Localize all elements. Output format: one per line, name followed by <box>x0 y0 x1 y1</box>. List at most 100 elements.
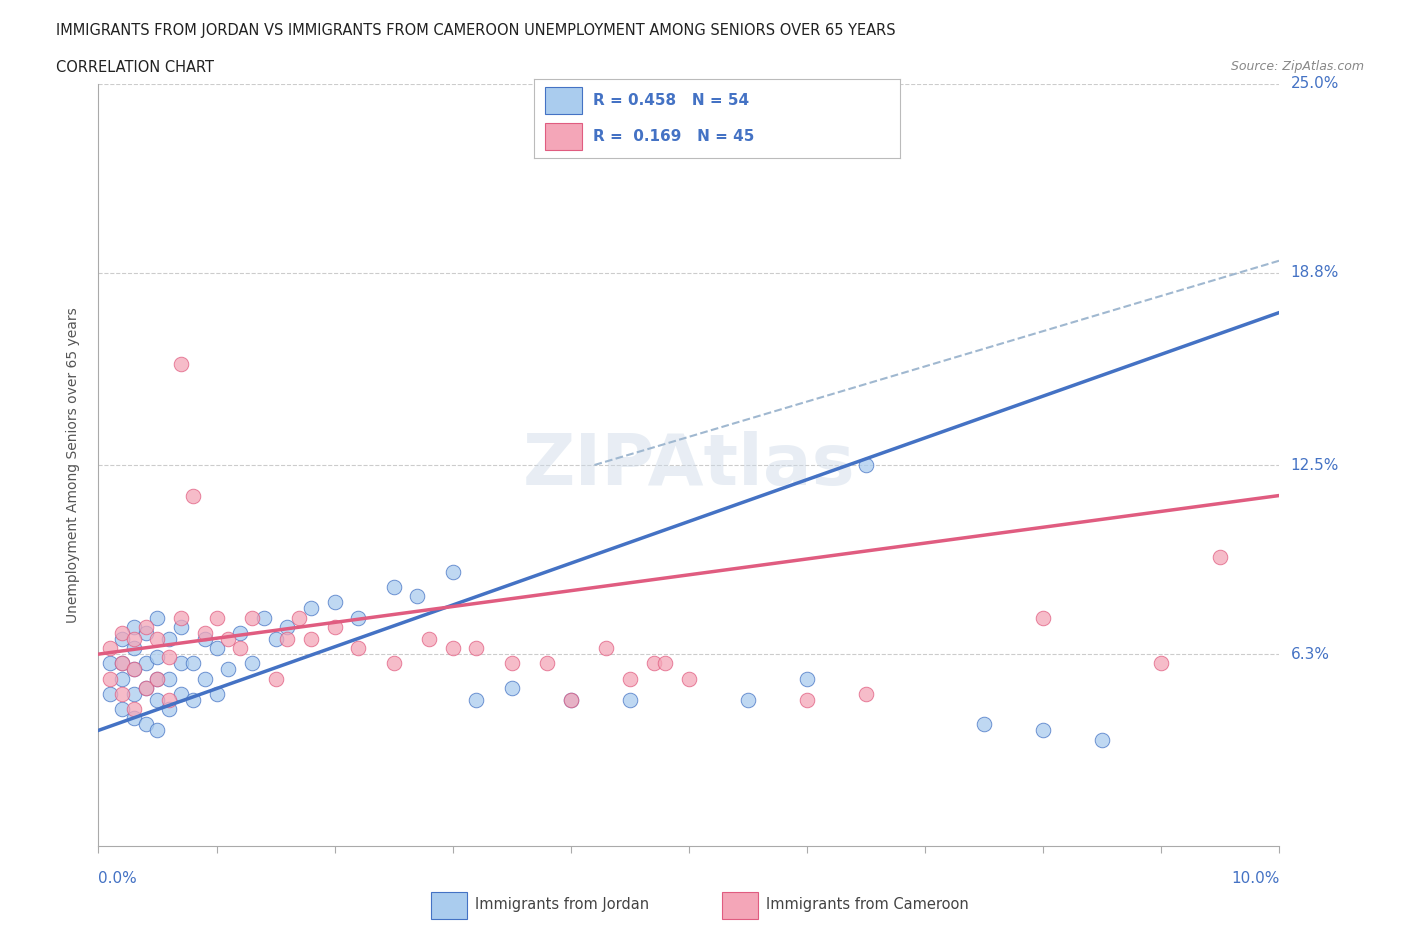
Point <box>240 656 263 671</box>
Text: 18.8%: 18.8% <box>1291 265 1339 280</box>
Point <box>205 641 228 656</box>
Point <box>181 488 204 503</box>
Point <box>465 693 488 708</box>
Point <box>146 650 169 665</box>
Text: R = 0.458   N = 54: R = 0.458 N = 54 <box>593 93 749 108</box>
Point <box>240 610 263 625</box>
Point <box>122 619 145 634</box>
Point <box>146 671 169 686</box>
Point <box>501 656 523 671</box>
Point <box>299 601 322 616</box>
Point <box>157 631 180 646</box>
Text: 0.0%: 0.0% <box>98 871 138 886</box>
Point <box>323 619 346 634</box>
Text: ZIPAtlas: ZIPAtlas <box>523 431 855 499</box>
Point <box>323 595 346 610</box>
Point <box>217 631 239 646</box>
Point <box>288 610 311 625</box>
Point <box>146 631 169 646</box>
Point <box>347 641 370 656</box>
Point <box>560 693 582 708</box>
Point <box>253 610 276 625</box>
Point <box>122 686 145 701</box>
Text: Source: ZipAtlas.com: Source: ZipAtlas.com <box>1230 60 1364 73</box>
Point <box>157 650 180 665</box>
Bar <box>546 87 582 113</box>
Point <box>135 656 157 671</box>
Point <box>194 625 217 640</box>
Bar <box>432 892 467 919</box>
Point <box>170 656 193 671</box>
Point <box>796 671 818 686</box>
Y-axis label: Unemployment Among Seniors over 65 years: Unemployment Among Seniors over 65 years <box>66 307 80 623</box>
Point <box>122 711 145 725</box>
Point <box>643 656 665 671</box>
Point <box>406 589 429 604</box>
Point <box>111 656 134 671</box>
Point <box>796 693 818 708</box>
Point <box>678 671 700 686</box>
Point <box>194 671 217 686</box>
Point <box>135 680 157 695</box>
Point <box>98 686 121 701</box>
Point <box>1150 656 1173 671</box>
Point <box>619 693 641 708</box>
Text: 10.0%: 10.0% <box>1232 871 1279 886</box>
Point <box>382 656 405 671</box>
Point <box>560 693 582 708</box>
Point <box>111 656 134 671</box>
Point <box>1209 549 1232 564</box>
Point <box>135 717 157 732</box>
Point <box>170 610 193 625</box>
Point <box>229 625 252 640</box>
Point <box>146 693 169 708</box>
Bar <box>546 124 582 151</box>
Text: CORRELATION CHART: CORRELATION CHART <box>56 60 214 75</box>
Point <box>111 671 134 686</box>
Point <box>205 610 228 625</box>
Point <box>1032 723 1054 737</box>
Point <box>501 680 523 695</box>
Point <box>157 693 180 708</box>
Point <box>157 701 180 716</box>
Text: 25.0%: 25.0% <box>1291 76 1339 91</box>
Bar <box>723 892 758 919</box>
Point <box>98 641 121 656</box>
Point <box>855 686 877 701</box>
Text: R =  0.169   N = 45: R = 0.169 N = 45 <box>593 129 754 144</box>
Point <box>465 641 488 656</box>
Point <box>217 662 239 677</box>
Point <box>855 458 877 472</box>
Point <box>1032 610 1054 625</box>
Point <box>973 717 995 732</box>
Point <box>737 693 759 708</box>
Text: Immigrants from Jordan: Immigrants from Jordan <box>475 897 650 912</box>
Point <box>264 631 287 646</box>
Point <box>276 619 298 634</box>
Point <box>146 723 169 737</box>
Point <box>111 631 134 646</box>
Point <box>347 610 370 625</box>
Point <box>122 662 145 677</box>
Text: Immigrants from Cameroon: Immigrants from Cameroon <box>766 897 969 912</box>
Text: 12.5%: 12.5% <box>1291 458 1339 472</box>
Point <box>111 701 134 716</box>
Point <box>441 641 464 656</box>
Point <box>170 619 193 634</box>
Point <box>111 686 134 701</box>
Point <box>135 625 157 640</box>
Point <box>299 631 322 646</box>
Point <box>181 693 204 708</box>
Point <box>122 662 145 677</box>
Point <box>181 656 204 671</box>
Point <box>146 610 169 625</box>
Point <box>654 656 676 671</box>
Point <box>170 357 193 372</box>
Point <box>135 619 157 634</box>
Point <box>1091 732 1114 747</box>
Point <box>595 641 617 656</box>
Point <box>205 686 228 701</box>
Point <box>122 641 145 656</box>
Point <box>122 631 145 646</box>
Point <box>264 671 287 686</box>
